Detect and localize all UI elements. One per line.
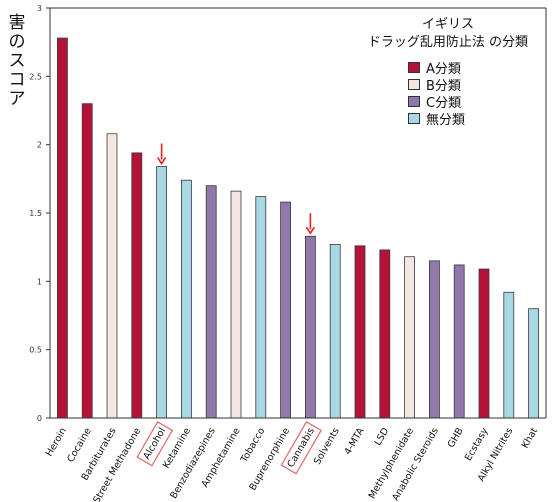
bar-khat xyxy=(528,308,539,419)
bar-alkyl-nitrites xyxy=(503,291,515,419)
bar-cocaine xyxy=(81,103,93,419)
bar-methylphenidate xyxy=(404,256,416,419)
legend-label-b: B分類 xyxy=(426,79,461,94)
bar-alcohol xyxy=(156,166,168,419)
bar-buprenorphine xyxy=(280,201,292,419)
x-tick-label: GHB xyxy=(446,426,466,450)
legend-title-line-1: イギリス xyxy=(421,17,474,32)
bar-4-mta xyxy=(354,245,366,419)
highlight-arrow-head xyxy=(305,226,316,235)
legend-swatch-c xyxy=(408,96,420,107)
y-tick-label: 0 xyxy=(37,414,42,423)
legend-item-b: B分類 xyxy=(408,76,465,94)
x-tick-label: Heroin xyxy=(44,426,69,458)
y-tick-label: 3 xyxy=(37,4,42,13)
x-tick-label: Khat xyxy=(520,426,541,451)
y-tick-label: 1 xyxy=(37,277,42,286)
x-tick-label: LSD xyxy=(373,426,392,448)
bar-solvents xyxy=(329,244,341,419)
legend-item-none: 無分類 xyxy=(408,110,466,128)
legend-label-a: A分類 xyxy=(426,62,461,77)
bar-benzodiazepines xyxy=(205,185,217,419)
x-tick-label: 4-MTA xyxy=(342,426,366,457)
y-tick-label: 0.5 xyxy=(29,346,42,355)
y-tick-label: 2.5 xyxy=(29,72,42,81)
bar-anabolic-steroids xyxy=(428,260,440,419)
highlight-arrows xyxy=(156,143,316,235)
bar-ghb xyxy=(453,264,465,419)
y-axis-title: 害のスコア xyxy=(8,13,26,109)
bar-heroin xyxy=(57,37,68,419)
highlight-label-box xyxy=(136,421,174,467)
bar-amphetamine xyxy=(230,190,242,419)
bar-lsd xyxy=(379,249,391,419)
axes xyxy=(49,7,547,419)
bar-cannabis xyxy=(304,235,316,419)
bars xyxy=(57,37,539,419)
y-axis-ticks: 0 0.5 1 1.5 2 2.5 3 xyxy=(29,4,50,423)
legend-swatch-a xyxy=(408,62,420,73)
y-tick-label: 2 xyxy=(37,141,42,150)
highlight-label-box xyxy=(280,420,323,475)
bar-street-methadone xyxy=(131,152,143,419)
bar-barbiturates xyxy=(106,133,118,419)
y-tick-label: 1.5 xyxy=(29,209,42,218)
legend-item-c: C分類 xyxy=(408,93,465,111)
x-tick-label: Ecstasy xyxy=(463,426,491,463)
legend-swatch-b xyxy=(408,79,420,90)
legend-label-none: 無分類 xyxy=(426,113,466,128)
bar-ecstasy xyxy=(478,268,490,419)
bar-ketamine xyxy=(180,179,192,419)
legend-item-a: A分類 xyxy=(408,59,465,77)
legend: A分類 B分類 C分類 無分類 xyxy=(408,59,466,128)
x-tick-label: Anabolic Steroids xyxy=(390,426,441,502)
highlight-arrow-head xyxy=(156,157,167,165)
legend-label-c: C分類 xyxy=(426,96,462,111)
legend-swatch-none xyxy=(408,113,420,124)
bar-tobacco xyxy=(255,196,267,419)
legend-title: イギリス ドラッグ乱用防止法 の分類 xyxy=(348,16,548,52)
legend-title-line-2: ドラッグ乱用防止法 の分類 xyxy=(367,35,529,50)
